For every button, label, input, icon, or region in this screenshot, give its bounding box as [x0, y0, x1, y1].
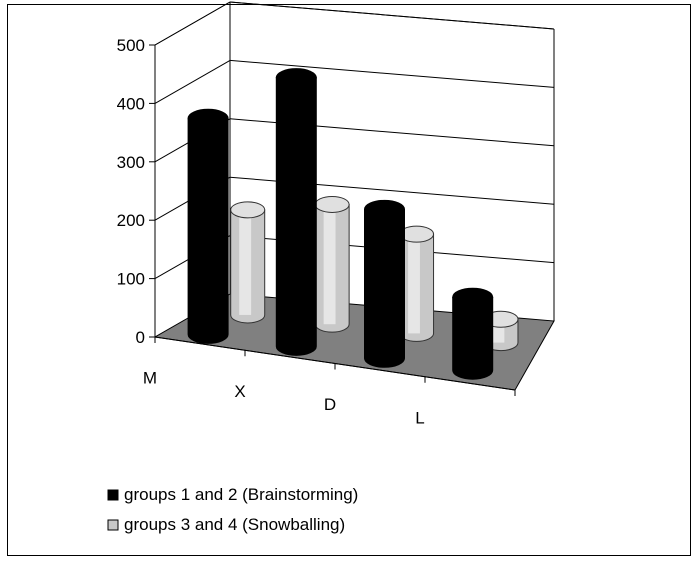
bar-highlight	[492, 319, 505, 343]
bar-D-s2	[399, 225, 435, 342]
gridline	[154, 1, 231, 46]
bar-top	[187, 108, 229, 128]
x-tick-label: D	[324, 395, 336, 414]
x-tick-label: M	[143, 369, 157, 388]
x-tick-label: X	[234, 382, 245, 401]
gridline	[229, 59, 555, 88]
y-axis: 0 100 200 300 400 500	[117, 36, 155, 347]
gridline	[154, 59, 231, 104]
legend-swatch	[107, 519, 119, 531]
bar-top	[452, 287, 494, 307]
bar-top	[275, 68, 317, 88]
bar-top	[314, 195, 350, 213]
gridline	[229, 1, 555, 30]
bar-body	[364, 208, 405, 368]
bar-body	[187, 117, 229, 344]
legend-label: groups 1 and 2 (Brainstorming)	[124, 485, 358, 504]
legend-swatch	[107, 489, 119, 501]
bar-D-s1	[364, 199, 405, 368]
bar-highlight	[408, 234, 420, 334]
x-tick-label: L	[415, 408, 424, 427]
y-tick-label: 500	[117, 36, 145, 55]
bar-X-s2	[314, 195, 350, 333]
legend: groups 1 and 2 (Brainstorming) groups 3 a…	[107, 485, 358, 534]
bar-body	[452, 296, 494, 380]
bar-top	[364, 199, 405, 219]
y-tick-label: 100	[117, 270, 145, 289]
y-tick-label: 400	[117, 94, 145, 113]
y-tick-label: 300	[117, 153, 145, 172]
legend-label: groups 3 and 4 (Snowballing)	[124, 515, 345, 534]
chart-bars	[187, 68, 519, 380]
bar-highlight	[323, 204, 336, 325]
bar-body	[275, 77, 317, 356]
y-tick-label: 0	[136, 328, 145, 347]
bar-M-s2	[230, 201, 266, 324]
bar-top	[230, 201, 266, 219]
x-axis: M X D L	[143, 337, 516, 427]
y-tick-label: 200	[117, 211, 145, 230]
bar-X-s1	[275, 68, 317, 356]
bar-L-s1	[452, 287, 494, 380]
bar-M-s1	[187, 108, 229, 344]
bar-highlight	[239, 209, 252, 315]
